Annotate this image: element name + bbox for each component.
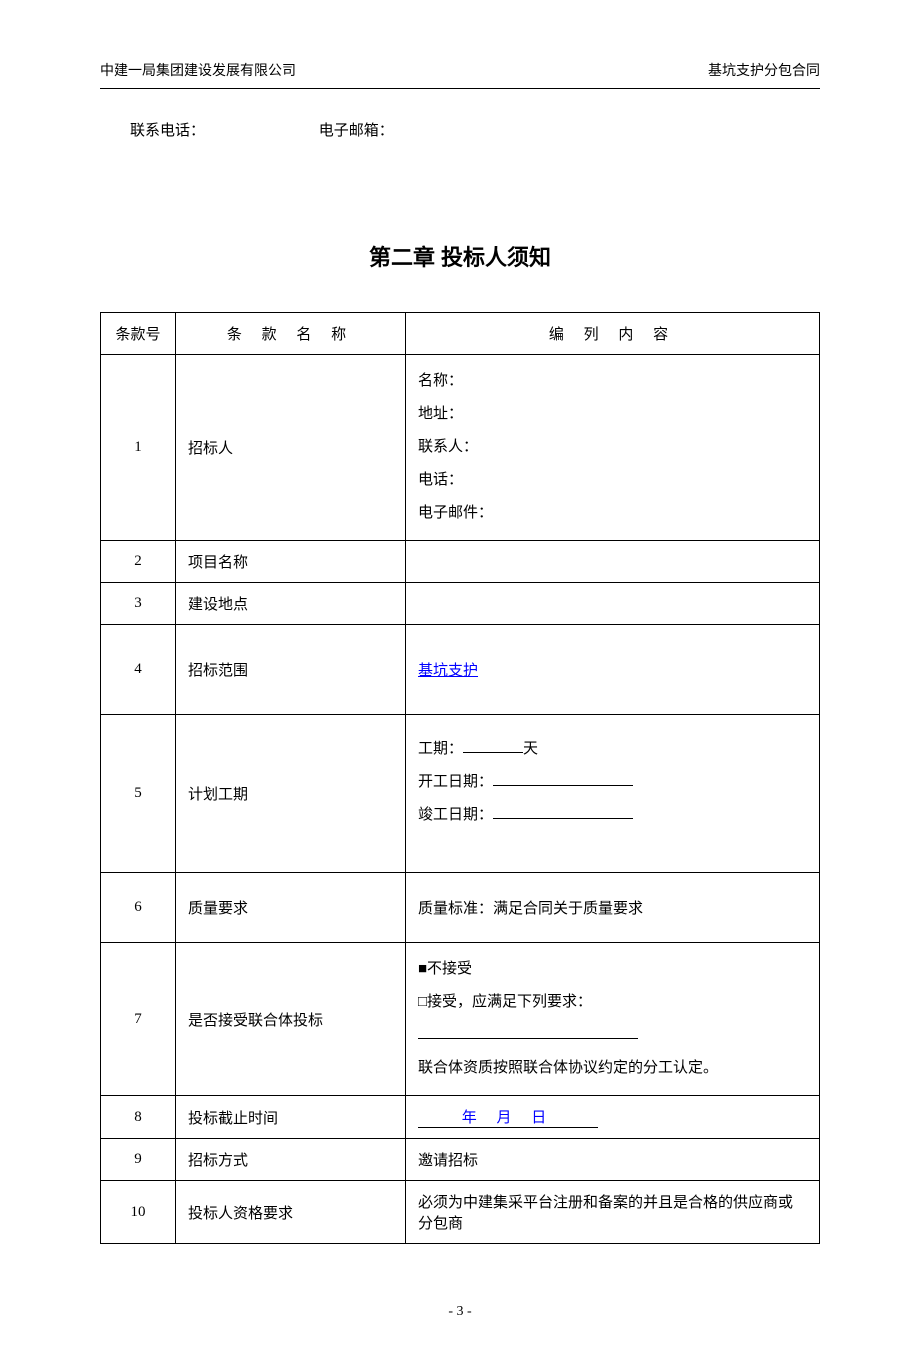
row-num: 9 xyxy=(101,1139,176,1181)
row-name: 投标人资格要求 xyxy=(176,1181,406,1244)
row-name: 招标方式 xyxy=(176,1139,406,1181)
page-number: - 3 - xyxy=(100,1304,820,1320)
table-row: 2 项目名称 xyxy=(101,541,820,583)
row-content: 基坑支护 xyxy=(406,625,820,715)
row-content: ■不接受 □接受，应满足下列要求： 联合体资质按照联合体协议约定的分工认定。 xyxy=(406,943,820,1096)
row-num: 4 xyxy=(101,625,176,715)
row-name: 是否接受联合体投标 xyxy=(176,943,406,1096)
deadline-date: 年 月 日 xyxy=(418,1106,598,1128)
accept-blank xyxy=(418,1038,638,1039)
row-content: 年 月 日 xyxy=(406,1096,820,1139)
row-content: 必须为中建集采平台注册和备案的并且是合格的供应商或分包商 xyxy=(406,1181,820,1244)
row-num: 5 xyxy=(101,715,176,873)
link-text[interactable]: 基坑支护 xyxy=(418,663,478,679)
th-name: 条 款 名 称 xyxy=(176,313,406,355)
row-name: 投标截止时间 xyxy=(176,1096,406,1139)
row-content: 名称： 地址： 联系人： 电话： 电子邮件： xyxy=(406,355,820,541)
row-content: 质量标准：满足合同关于质量要求 xyxy=(406,873,820,943)
table-row: 7 是否接受联合体投标 ■不接受 □接受，应满足下列要求： 联合体资质按照联合体… xyxy=(101,943,820,1096)
table-row: 4 招标范围 基坑支护 xyxy=(101,625,820,715)
table-row: 6 质量要求 质量标准：满足合同关于质量要求 xyxy=(101,873,820,943)
bidder-notice-table: 条款号 条 款 名 称 编 列 内 容 1 招标人 名称： 地址： 联系人： 电… xyxy=(100,312,820,1244)
row-name: 计划工期 xyxy=(176,715,406,873)
duration-blank xyxy=(463,752,523,753)
start-date-blank xyxy=(493,785,633,786)
row-num: 6 xyxy=(101,873,176,943)
page-header: 中建一局集团建设发展有限公司 基坑支护分包合同 xyxy=(100,60,820,89)
th-num: 条款号 xyxy=(101,313,176,355)
end-date-blank xyxy=(493,818,633,819)
row-num: 7 xyxy=(101,943,176,1096)
table-row: 5 计划工期 工期：天 开工日期： 竣工日期： xyxy=(101,715,820,873)
phone-label: 联系电话： xyxy=(130,119,205,140)
row-name: 建设地点 xyxy=(176,583,406,625)
row-num: 10 xyxy=(101,1181,176,1244)
row-name: 招标人 xyxy=(176,355,406,541)
header-company: 中建一局集团建设发展有限公司 xyxy=(100,60,296,80)
row-name: 项目名称 xyxy=(176,541,406,583)
header-doc-type: 基坑支护分包合同 xyxy=(708,60,820,80)
contact-line: 联系电话： 电子邮箱： xyxy=(100,119,820,140)
table-row: 3 建设地点 xyxy=(101,583,820,625)
row-name: 招标范围 xyxy=(176,625,406,715)
row-content xyxy=(406,541,820,583)
th-content: 编 列 内 容 xyxy=(406,313,820,355)
email-label: 电子邮箱： xyxy=(319,119,394,140)
row-content: 工期：天 开工日期： 竣工日期： xyxy=(406,715,820,873)
chapter-title: 第二章 投标人须知 xyxy=(100,240,820,272)
table-header-row: 条款号 条 款 名 称 编 列 内 容 xyxy=(101,313,820,355)
row-num: 2 xyxy=(101,541,176,583)
row-num: 1 xyxy=(101,355,176,541)
row-content xyxy=(406,583,820,625)
row-num: 3 xyxy=(101,583,176,625)
row-content: 邀请招标 xyxy=(406,1139,820,1181)
table-row: 8 投标截止时间 年 月 日 xyxy=(101,1096,820,1139)
table-row: 10 投标人资格要求 必须为中建集采平台注册和备案的并且是合格的供应商或分包商 xyxy=(101,1181,820,1244)
row-num: 8 xyxy=(101,1096,176,1139)
table-row: 9 招标方式 邀请招标 xyxy=(101,1139,820,1181)
row-name: 质量要求 xyxy=(176,873,406,943)
table-row: 1 招标人 名称： 地址： 联系人： 电话： 电子邮件： xyxy=(101,355,820,541)
